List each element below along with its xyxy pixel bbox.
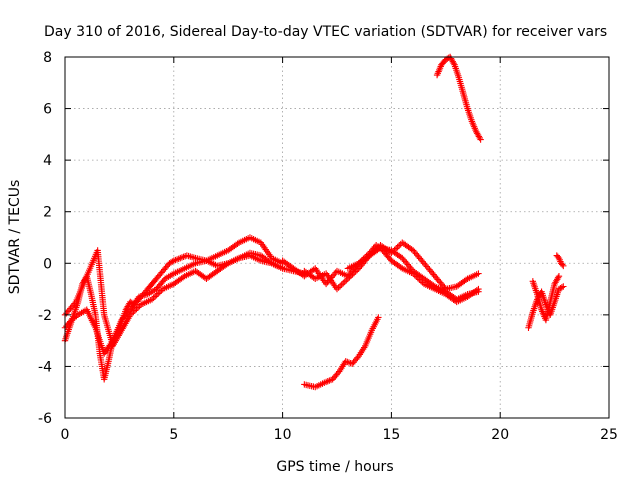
data-point — [134, 304, 142, 311]
data-point — [344, 275, 352, 282]
data-point — [343, 277, 350, 284]
data-point — [395, 242, 403, 249]
data-point — [340, 279, 347, 287]
data-point — [397, 264, 404, 271]
data-point — [560, 283, 567, 290]
series-arc-late-c — [553, 252, 567, 270]
data-point — [169, 258, 176, 265]
data-point — [156, 288, 164, 296]
data-point — [397, 253, 404, 261]
data-point — [350, 269, 358, 277]
series-arc-high-fall — [433, 53, 484, 143]
x-tick-label: 0 — [61, 427, 70, 443]
data-point — [279, 265, 286, 272]
y-axis-label: SDTVAR / TECUs — [7, 180, 23, 295]
x-tick-label: 5 — [169, 427, 178, 443]
data-point — [475, 270, 482, 277]
data-point — [223, 261, 230, 268]
data-point — [559, 261, 566, 268]
data-point — [341, 278, 348, 285]
y-tick-label: 2 — [43, 205, 52, 221]
axis-ticks — [64, 56, 610, 419]
data-point — [408, 246, 415, 253]
data-point — [558, 284, 566, 291]
y-tick-label: -6 — [38, 411, 52, 427]
grid-lines — [65, 57, 609, 418]
data-point — [131, 307, 139, 314]
data-point — [375, 314, 382, 321]
data-point — [133, 305, 140, 313]
data-point — [334, 369, 342, 377]
data-point — [450, 59, 457, 67]
data-point — [153, 291, 160, 299]
series-arc-low-rise — [301, 314, 382, 391]
y-tick-label: 6 — [43, 102, 52, 118]
data-point — [560, 262, 567, 270]
data-point — [354, 266, 361, 274]
data-point — [333, 285, 341, 293]
data-point — [310, 266, 317, 273]
plot-frame — [64, 56, 610, 419]
data-point — [346, 274, 353, 281]
y-tick-label: -2 — [38, 308, 52, 324]
series-arc-late-b — [529, 272, 563, 324]
tick-labels: 0 5 10 15 20 25 -6 -4 -2 0 2 4 6 8 — [38, 50, 618, 443]
data-point — [354, 354, 361, 361]
data-point — [349, 271, 356, 278]
data-point — [347, 272, 355, 280]
x-tick-label: 25 — [600, 427, 618, 443]
data-point — [336, 282, 344, 290]
chart-title: Day 310 of 2016, Sidereal Day-to-day VTE… — [44, 24, 607, 40]
data-point — [234, 240, 241, 247]
data-point — [394, 243, 401, 251]
series-arc-mid-b — [301, 239, 482, 293]
data-point — [477, 136, 484, 143]
data-point — [179, 274, 187, 281]
data-point — [150, 294, 157, 302]
data-point — [155, 290, 162, 297]
y-tick-label: -4 — [38, 359, 52, 375]
data-point — [338, 281, 345, 288]
y-tick-label: 4 — [43, 153, 52, 169]
data-point — [130, 308, 137, 316]
y-tick-label: 8 — [43, 50, 52, 66]
data-point — [127, 311, 134, 319]
data-point — [136, 302, 143, 310]
data-markers — [61, 53, 567, 391]
data-point — [158, 287, 165, 294]
data-point — [554, 274, 562, 281]
data-point — [151, 293, 159, 300]
x-axis-label: GPS time / hours — [276, 459, 393, 475]
data-point — [430, 282, 437, 289]
data-point — [335, 284, 342, 291]
data-point — [462, 276, 470, 284]
series-arc-mid-c — [344, 244, 482, 303]
data-point — [67, 318, 74, 325]
y-tick-label: 0 — [43, 256, 52, 272]
data-point — [148, 296, 156, 303]
series-arc-early-c — [61, 247, 286, 349]
series-arc-late-a — [525, 283, 567, 331]
data-point — [352, 268, 359, 275]
data-point — [555, 272, 563, 280]
x-tick-label: 20 — [491, 427, 509, 443]
x-tick-label: 15 — [382, 427, 400, 443]
data-point — [476, 134, 483, 142]
data-point — [128, 310, 136, 317]
data-point — [475, 288, 482, 295]
x-tick-label: 10 — [274, 427, 292, 443]
